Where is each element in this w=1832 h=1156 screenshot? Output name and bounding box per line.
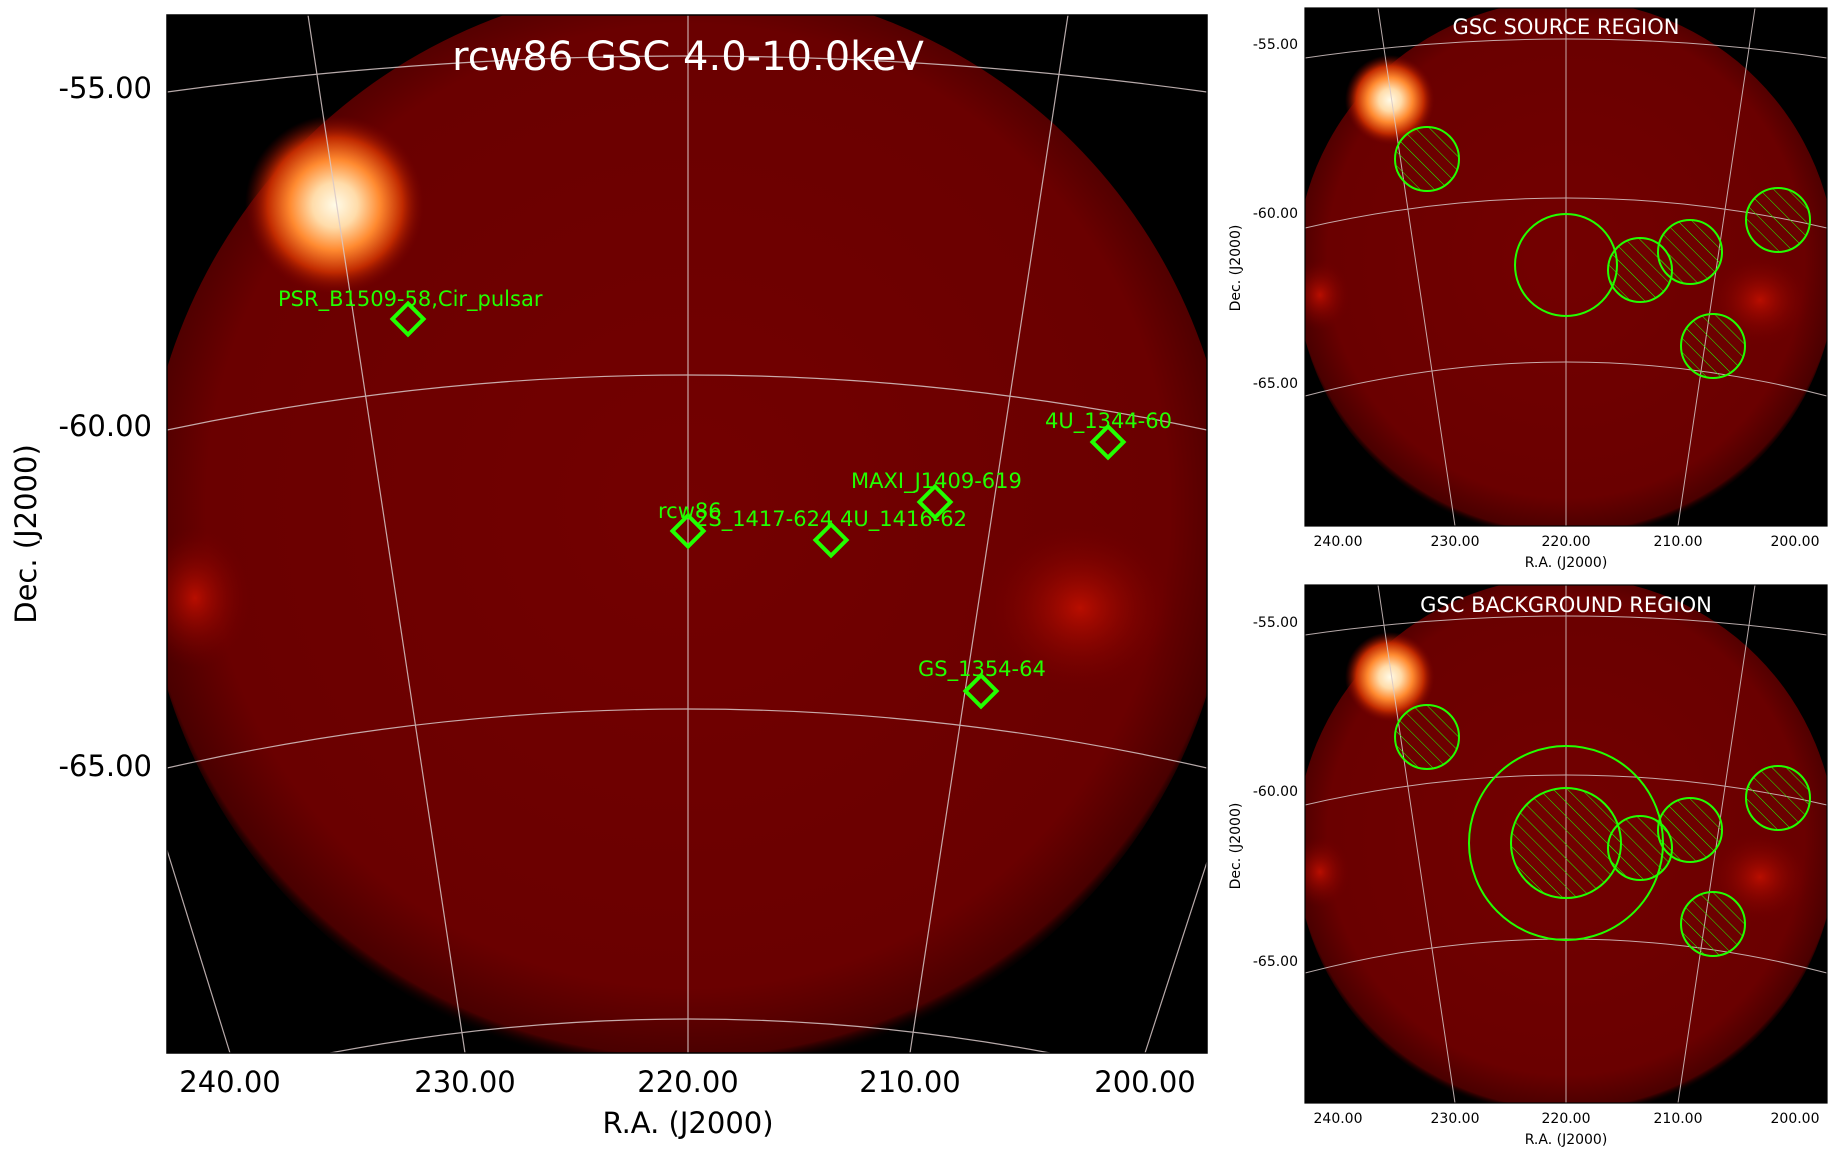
src-y-axis-title: Dec. (J2000) (1228, 225, 1244, 312)
main-panel: PSR_B1509-58,Cir_pulsar 4U_1344-60 MAXI_… (9, 14, 1208, 1140)
marker-rcw86 (669, 512, 707, 550)
src-exclusion-region (1680, 313, 1746, 379)
main-x-tick: 240.00 (179, 1065, 280, 1099)
bg-x-tick: 240.00 (1314, 1111, 1363, 1127)
main-grid-ra-240 (167, 849, 231, 1053)
bg-y-axis-title: Dec. (J2000) (1228, 803, 1244, 890)
main-x-axis-title: R.A. (J2000) (602, 1106, 773, 1140)
src-hotspot (1345, 55, 1435, 145)
bg-x-tick: 210.00 (1654, 1111, 1703, 1127)
src-grid-ra-230 (1377, 8, 1456, 526)
bg-y-ticks: -55.00 -60.00 -65.00 (1253, 615, 1298, 970)
src-exclusion-region (1745, 187, 1811, 253)
bg-exclusion-region (1680, 891, 1746, 957)
bg-warm-spot-left (1305, 837, 1350, 907)
src-regions (1394, 126, 1811, 379)
main-source-labels: PSR_B1509-58,Cir_pulsar 4U_1344-60 MAXI_… (278, 287, 1172, 682)
bg-x-tick: 200.00 (1771, 1111, 1820, 1127)
src-exclusion-region (1657, 219, 1723, 285)
label-maxi-j1409: MAXI_J1409-619 (851, 469, 1022, 494)
label-rcw86: rcw86 (658, 499, 722, 523)
main-x-tick: 210.00 (859, 1065, 960, 1099)
main-x-tick: 200.00 (1094, 1065, 1195, 1099)
main-grid (167, 15, 1207, 1053)
src-x-tick: 220.00 (1542, 534, 1591, 550)
src-x-ticks: 240.00 230.00 220.00 210.00 200.00 (1314, 534, 1820, 550)
main-y-ticks: -55.00 -60.00 -65.00 (59, 71, 153, 783)
src-y-ticks: -55.00 -60.00 -65.00 (1253, 37, 1298, 392)
bg-hotspot (1345, 632, 1435, 722)
src-frame (1304, 7, 1828, 527)
src-x-tick: 240.00 (1314, 534, 1363, 550)
src-y-tick: -60.00 (1253, 206, 1298, 222)
label-2s-1417: 2S_1417-624 (695, 507, 833, 532)
label-gs-1354: GS_1354-64 (918, 657, 1046, 682)
marker-gs-1354 (962, 672, 1000, 710)
bg-x-tick: 220.00 (1542, 1111, 1591, 1127)
label-4u-1416: 4U_1416-62 (840, 507, 967, 532)
marker-4u-1416 (812, 521, 850, 559)
src-x-tick: 200.00 (1771, 534, 1820, 550)
source-region-panel: GSC SOURCE REGION 240.00 230.00 220.00 2… (1228, 7, 1828, 571)
main-exposure-disk (167, 15, 1207, 1053)
bg-x-axis-title: R.A. (J2000) (1525, 1132, 1608, 1148)
bg-y-tick: -55.00 (1253, 615, 1298, 631)
marker-maxi-j1409 (916, 483, 954, 521)
marker-psr-b1509 (389, 300, 427, 338)
main-y-tick: -60.00 (59, 409, 153, 443)
main-frame (166, 14, 1208, 1054)
main-warm-spot-right (985, 523, 1175, 693)
src-warm-spot-left (1305, 260, 1350, 330)
bg-grid-ra-230 (1377, 585, 1456, 1103)
background-region-panel: GSC BACKGROUND REGION 240.00 230.00 220.… (1228, 584, 1828, 1148)
src-x-axis-title: R.A. (J2000) (1525, 555, 1608, 571)
main-x-tick: 220.00 (637, 1065, 738, 1099)
bg-exclusion-region (1657, 797, 1723, 863)
bg-exclusion-region (1394, 704, 1460, 770)
main-grid-ra-200 (1144, 861, 1207, 1053)
src-x-tick: 210.00 (1654, 534, 1703, 550)
bg-title: GSC BACKGROUND REGION (1420, 593, 1712, 617)
main-x-ticks: 240.00 230.00 220.00 210.00 200.00 (179, 1065, 1195, 1099)
marker-4u-1344 (1089, 423, 1127, 461)
bg-x-ticks: 240.00 230.00 220.00 210.00 200.00 (1314, 1111, 1820, 1127)
main-hotspot (245, 115, 425, 295)
src-exclusion-region (1394, 126, 1460, 192)
label-4u-1344: 4U_1344-60 (1045, 409, 1172, 434)
bg-frame (1304, 584, 1828, 1104)
main-y-tick: -65.00 (59, 749, 153, 783)
bg-x-tick: 230.00 (1431, 1111, 1480, 1127)
bg-inner-exclusion (1510, 787, 1622, 899)
bg-y-tick: -60.00 (1253, 784, 1298, 800)
bg-exclusion-region (1745, 765, 1811, 831)
src-y-tick: -65.00 (1253, 376, 1298, 392)
bg-regions (1394, 704, 1811, 957)
bg-y-tick: -65.00 (1253, 954, 1298, 970)
main-warm-spot-left (167, 528, 250, 668)
main-source-markers (389, 300, 1127, 710)
main-title: rcw86 GSC 4.0-10.0keV (452, 34, 924, 80)
main-grid-dec-70 (329, 1018, 1051, 1053)
label-psr-b1509: PSR_B1509-58,Cir_pulsar (278, 287, 543, 312)
src-title: GSC SOURCE REGION (1453, 15, 1680, 39)
main-grid-ra-210 (909, 15, 1069, 1053)
src-y-tick: -55.00 (1253, 37, 1298, 53)
src-x-tick: 230.00 (1431, 534, 1480, 550)
main-x-tick: 230.00 (414, 1065, 515, 1099)
main-y-axis-title: Dec. (J2000) (9, 444, 43, 624)
main-grid-ra-230 (307, 15, 466, 1053)
main-y-tick: -55.00 (59, 71, 153, 105)
